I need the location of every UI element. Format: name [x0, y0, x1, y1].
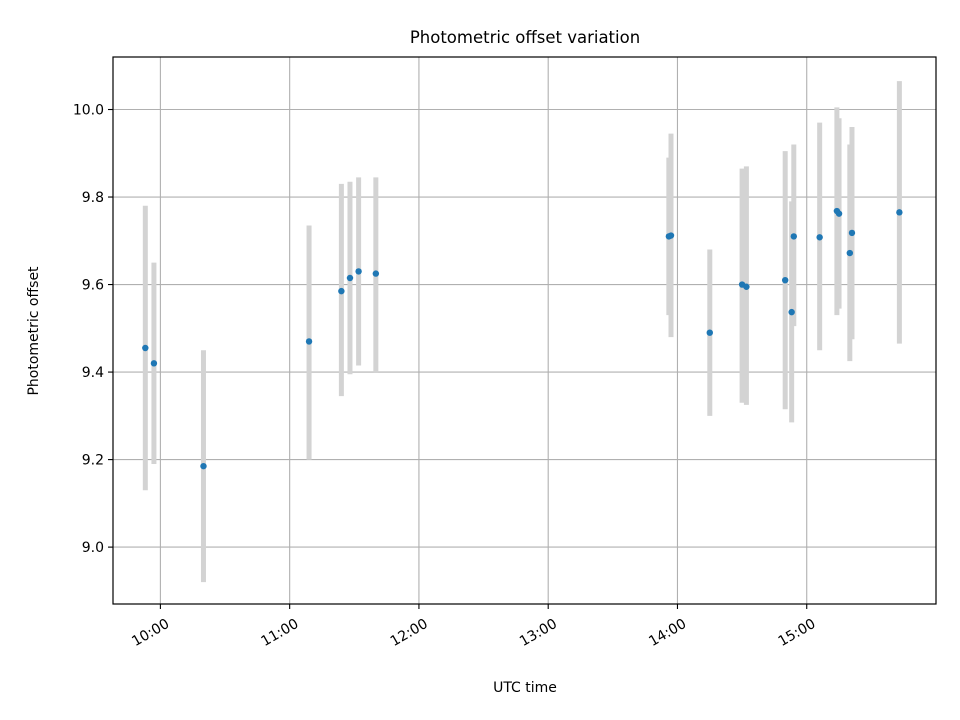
chart-title: Photometric offset variation [410, 28, 640, 47]
data-point [816, 234, 823, 241]
x-axis: 10:00 11:00 12:00 13:00 14:00 15:00 [129, 604, 819, 650]
x-tick-label: 12:00 [388, 616, 431, 650]
y-tick-label: 9.8 [82, 190, 104, 206]
data-point [372, 270, 380, 277]
error-bars [142, 81, 902, 583]
grid [113, 57, 936, 604]
y-tick-label: 9.6 [82, 278, 104, 294]
y-tick-label: 9.0 [82, 540, 104, 556]
data-point [305, 338, 313, 345]
data-point [835, 210, 843, 217]
y-axis-label: Photometric offset [26, 266, 42, 396]
data-point [355, 268, 362, 275]
data-point [338, 287, 345, 295]
x-tick-label: 13:00 [517, 616, 560, 650]
x-tick-label: 15:00 [776, 616, 819, 650]
data-point [200, 462, 207, 470]
data-point [846, 249, 854, 257]
x-axis-label: UTC time [493, 680, 557, 696]
data-point [346, 274, 354, 282]
y-tick-label: 9.2 [82, 453, 104, 469]
y-tick-label: 9.4 [82, 365, 104, 381]
data-point [896, 209, 903, 216]
x-tick-label: 11:00 [259, 616, 302, 650]
y-axis: 9.0 9.2 9.4 9.6 9.8 10.0 [73, 103, 113, 556]
data-point [743, 283, 750, 290]
data-point [150, 360, 158, 367]
data-point [790, 233, 798, 240]
data-point [142, 344, 149, 352]
x-tick-label: 14:00 [646, 616, 689, 650]
data-point [667, 232, 675, 239]
plot-frame [112, 56, 937, 605]
y-tick-label: 10.0 [73, 103, 104, 119]
data-points [142, 207, 903, 470]
x-tick-label: 10:00 [129, 616, 172, 650]
data-point [788, 308, 795, 316]
data-point [781, 276, 789, 284]
data-point [706, 329, 713, 336]
data-point [848, 229, 856, 237]
